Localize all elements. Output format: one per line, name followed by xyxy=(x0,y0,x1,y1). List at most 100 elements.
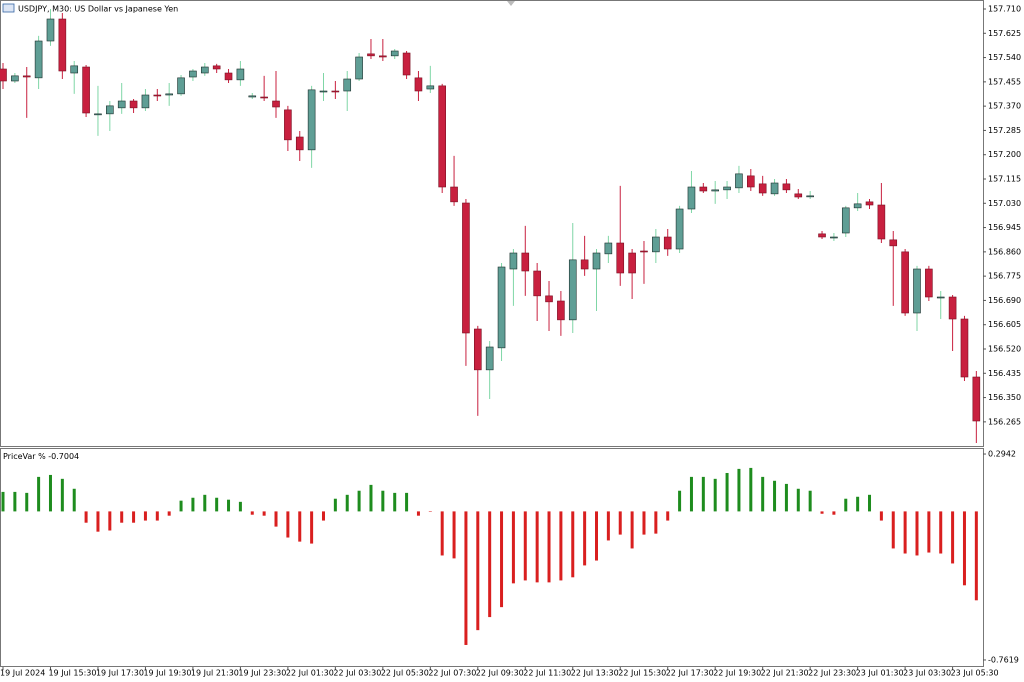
candle-body xyxy=(34,40,43,79)
histogram-bar xyxy=(72,488,76,512)
y-tick-label: 157.625 xyxy=(988,29,1021,38)
histogram-bar xyxy=(701,476,705,512)
y-tick-label: 0.2942 xyxy=(988,450,1016,459)
histogram-bar xyxy=(856,496,860,512)
candle-body xyxy=(948,296,957,320)
histogram-bar xyxy=(559,511,563,581)
candle-body xyxy=(402,52,411,76)
histogram-bar xyxy=(583,511,587,566)
y-tick-label: 157.540 xyxy=(988,53,1021,62)
y-tick-label: 157.455 xyxy=(988,77,1021,86)
candle-body xyxy=(462,202,470,334)
candle-body xyxy=(331,90,340,93)
candle-body xyxy=(936,296,945,299)
candle-body xyxy=(450,186,458,203)
x-tick-label: 22 Jul 07:30 xyxy=(428,669,476,678)
histogram-bar xyxy=(511,511,515,584)
y-tick-label: 156.775 xyxy=(988,272,1021,281)
histogram-bar xyxy=(393,492,397,512)
histogram-bar xyxy=(749,467,753,512)
histogram-bar xyxy=(915,511,919,556)
candle-body xyxy=(794,193,803,198)
candle-body xyxy=(901,251,909,314)
histogram-bar xyxy=(773,480,777,512)
histogram-bar xyxy=(357,490,361,512)
histogram-bar xyxy=(215,497,219,512)
histogram-bar xyxy=(286,511,290,538)
histogram-bar xyxy=(891,511,895,549)
histogram-bar xyxy=(108,511,112,531)
candle-body xyxy=(675,208,684,250)
histogram-bar xyxy=(13,491,17,512)
candle-body xyxy=(533,270,541,297)
chart-title: USDJPY, M30: US Dollar vs Japanese Yen xyxy=(18,5,178,14)
symbol-icon xyxy=(2,3,15,13)
candle-body xyxy=(545,295,553,303)
candle-body xyxy=(438,85,446,188)
histogram-bar xyxy=(155,511,159,521)
candle-body xyxy=(319,90,328,93)
candle-body xyxy=(663,236,672,250)
histogram-bar xyxy=(606,511,610,541)
x-tick-label: 22 Jul 11:30 xyxy=(523,669,571,678)
x-tick-label: 22 Jul 09:30 xyxy=(476,669,524,678)
candle-body xyxy=(141,94,150,109)
histogram-bar xyxy=(262,511,266,516)
histogram-bar xyxy=(191,497,195,512)
histogram-bar xyxy=(143,511,147,521)
candle-body xyxy=(379,55,387,58)
y-tick-label: 157.030 xyxy=(988,199,1021,208)
histogram-bar xyxy=(784,483,788,512)
histogram-bar xyxy=(808,490,812,512)
histogram-bar xyxy=(476,511,480,631)
histogram-bar xyxy=(488,511,492,618)
histogram-bar xyxy=(571,511,575,578)
histogram-bar xyxy=(642,511,646,535)
candle-body xyxy=(117,100,126,109)
candle-body xyxy=(818,233,826,238)
histogram-bar xyxy=(369,484,373,512)
histogram-bar xyxy=(238,501,242,512)
candle-body xyxy=(782,183,791,191)
x-tick-label: 23 Jul 03:30 xyxy=(903,669,951,678)
x-tick-label: 22 Jul 21:30 xyxy=(761,669,809,678)
candle-body xyxy=(236,68,245,81)
candle-body xyxy=(652,236,660,253)
histogram-bar xyxy=(630,511,634,549)
candle-body xyxy=(497,266,506,349)
candle-body xyxy=(212,65,221,70)
candle-body xyxy=(747,175,755,188)
y-tick-label: 157.285 xyxy=(988,126,1021,135)
candle-body xyxy=(580,259,589,270)
histogram-bar xyxy=(879,511,883,521)
x-tick-label: 22 Jul 03:30 xyxy=(333,669,381,678)
x-tick-label: 23 Jul 01:30 xyxy=(856,669,904,678)
candle-body xyxy=(343,78,352,92)
histogram-bar xyxy=(654,511,658,534)
candle-body xyxy=(426,85,435,90)
candle-body xyxy=(521,252,530,272)
histogram-bar xyxy=(666,511,670,521)
histogram-bar xyxy=(903,511,907,554)
histogram-bar xyxy=(951,511,955,564)
histogram-bar xyxy=(416,511,420,516)
candle-body xyxy=(485,346,494,371)
candle-body xyxy=(390,50,399,57)
histogram-bar xyxy=(84,511,88,523)
candle-body xyxy=(853,203,862,209)
candle-body xyxy=(414,77,423,92)
candle-body xyxy=(129,100,138,109)
histogram-bar xyxy=(820,511,824,514)
histogram-bar xyxy=(310,511,314,544)
x-tick-label: 22 Jul 13:30 xyxy=(571,669,619,678)
candle-body xyxy=(735,173,743,189)
x-tick-label: 22 Jul 01:30 xyxy=(286,669,334,678)
candle-body xyxy=(806,195,814,198)
histogram-bar xyxy=(48,474,52,512)
candle-body xyxy=(770,182,779,195)
histogram-bar xyxy=(464,511,468,645)
candle-body xyxy=(177,77,185,95)
candle-body xyxy=(46,18,55,42)
candle-body xyxy=(913,268,921,314)
